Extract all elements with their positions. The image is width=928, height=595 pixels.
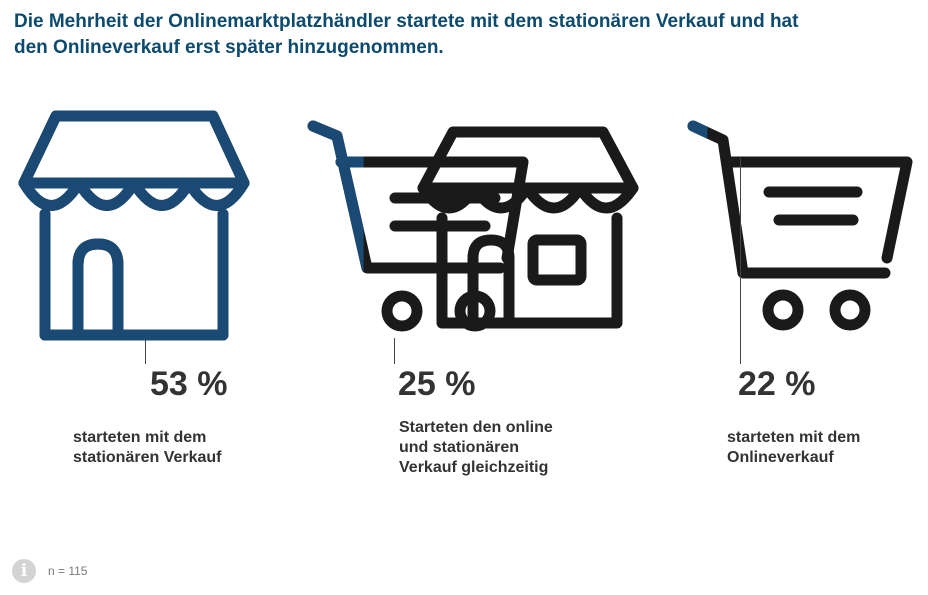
category-label-3-line-2: Onlineverkauf <box>727 449 834 466</box>
category-label-3: starteten mit dem Onlineverkauf <box>727 428 860 468</box>
category-label-2-line-2: und stationären <box>399 439 520 456</box>
leader-line-1 <box>145 340 146 364</box>
cart-and-shop-icon <box>305 118 650 338</box>
category-label-2-line-1: Starteten den online <box>399 419 553 436</box>
chart-title: Die Mehrheit der Onlinemarktplatzhändler… <box>14 9 914 61</box>
leader-line-2 <box>394 338 395 364</box>
category-label-1-line-1: starteten mit dem <box>73 429 207 446</box>
shopping-cart-icon <box>685 118 920 338</box>
chart-title-line-1: Die Mehrheit der Onlinemarktplatzhändler… <box>14 11 799 32</box>
chart-title-line-2: den Onlineverkauf erst später hinzugenom… <box>14 37 444 58</box>
percent-value-1: 53 % <box>150 365 228 403</box>
percent-value-3: 22 % <box>738 365 816 403</box>
footer: i n = 115 <box>12 558 87 584</box>
percent-value-2: 25 % <box>398 365 476 403</box>
category-label-2-line-3: Verkauf gleichzeitig <box>399 459 549 476</box>
sample-size-note: n = 115 <box>48 564 88 578</box>
category-label-3-line-1: starteten mit dem <box>727 429 861 446</box>
category-label-2: Starteten den online und stationären Ver… <box>399 418 553 478</box>
category-label-1: starteten mit dem stationären Verkauf <box>73 428 222 468</box>
leader-line-3 <box>740 158 741 364</box>
info-icon[interactable]: i <box>12 559 36 583</box>
category-label-1-line-2: stationären Verkauf <box>73 449 222 466</box>
shop-icon <box>18 110 258 340</box>
